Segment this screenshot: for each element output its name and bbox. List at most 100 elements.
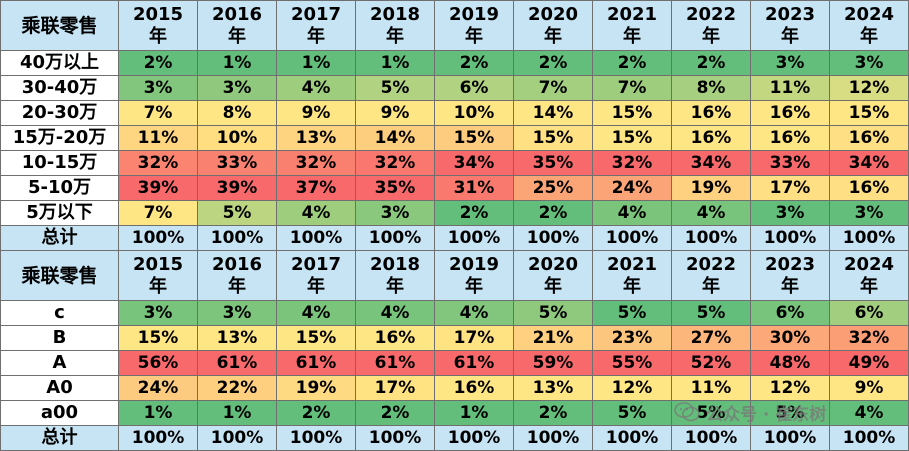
- total-cell: 100%: [276, 425, 356, 451]
- year-suffix: 年: [307, 25, 325, 47]
- row-label: 30-40万: [0, 75, 119, 101]
- year-header: 2021 年: [592, 250, 672, 301]
- share-cell: 3%: [829, 50, 909, 76]
- share-cell: 37%: [276, 175, 356, 201]
- header-row: 乘联零售 2015 年 2016 年 2017 年 2018 年 2019 年 2020 年 2021 年 2…: [0, 250, 909, 301]
- share-cell: 12%: [750, 375, 830, 401]
- total-cell: 100%: [513, 225, 593, 251]
- share-cell: 39%: [118, 175, 198, 201]
- share-cell: 6%: [434, 75, 514, 101]
- share-cell: 2%: [592, 50, 672, 76]
- year-suffix: 年: [544, 25, 562, 47]
- share-cell: 27%: [671, 325, 751, 351]
- share-cell: 2%: [118, 50, 198, 76]
- share-cell: 9%: [355, 100, 435, 126]
- table-row: 30-40万 3% 3% 4% 5% 6% 7% 7% 8% 11% 12%: [0, 75, 909, 101]
- table-row: 10-15万 32% 33% 32% 32% 34% 35% 32% 34% 33% 34%: [0, 150, 909, 176]
- year-number: 2020: [527, 253, 579, 275]
- share-cell: 2%: [513, 50, 593, 76]
- share-cell: 9%: [276, 100, 356, 126]
- share-cell: 48%: [750, 350, 830, 376]
- year-suffix: 年: [623, 275, 641, 297]
- year-number: 2017: [290, 3, 342, 25]
- total-cell: 100%: [197, 225, 277, 251]
- year-header: 2020 年: [513, 0, 593, 51]
- year-number: 2024: [843, 253, 895, 275]
- year-number: 2015: [132, 253, 184, 275]
- share-cell: 16%: [671, 100, 751, 126]
- year-header: 2016 年: [197, 250, 277, 301]
- share-cell: 16%: [434, 375, 514, 401]
- share-cell: 24%: [592, 175, 672, 201]
- share-cell: 16%: [750, 100, 830, 126]
- year-number: 2017: [290, 253, 342, 275]
- year-suffix: 年: [465, 25, 483, 47]
- year-number: 2021: [606, 253, 658, 275]
- total-cell: 100%: [434, 225, 514, 251]
- share-cell: 22%: [197, 375, 277, 401]
- share-cell: 3%: [750, 50, 830, 76]
- year-header: 2017 年: [276, 0, 356, 51]
- share-cell: 31%: [434, 175, 514, 201]
- year-suffix: 年: [702, 275, 720, 297]
- year-number: 2019: [448, 253, 500, 275]
- year-suffix: 年: [465, 275, 483, 297]
- row-label: 5-10万: [0, 175, 119, 201]
- row-label: 总计: [0, 225, 119, 251]
- share-cell: 24%: [118, 375, 198, 401]
- year-suffix: 年: [228, 25, 246, 47]
- share-cell: 10%: [197, 125, 277, 151]
- share-cell: 34%: [671, 150, 751, 176]
- share-cell: 12%: [829, 75, 909, 101]
- row-label: B: [0, 325, 119, 351]
- share-cell: 5%: [513, 300, 593, 326]
- share-cell: 5%: [197, 200, 277, 226]
- year-number: 2019: [448, 3, 500, 25]
- share-cell: 2%: [671, 50, 751, 76]
- year-header: 2019 年: [434, 250, 514, 301]
- share-cell: 52%: [671, 350, 751, 376]
- year-header: 2024 年: [829, 250, 909, 301]
- share-cell: 17%: [750, 175, 830, 201]
- share-cell: 3%: [118, 75, 198, 101]
- year-header: 2016 年: [197, 0, 277, 51]
- share-cell: 3%: [355, 200, 435, 226]
- year-suffix: 年: [781, 275, 799, 297]
- share-cell: 16%: [829, 175, 909, 201]
- table-row: 5-10万 39% 39% 37% 35% 31% 25% 24% 19% 17% 16%: [0, 175, 909, 201]
- row-label: 总计: [0, 425, 119, 451]
- year-header: 2015 年: [118, 0, 198, 51]
- share-cell: 4%: [671, 200, 751, 226]
- year-header: 2015 年: [118, 250, 198, 301]
- share-cell: 10%: [434, 100, 514, 126]
- share-cell: 61%: [197, 350, 277, 376]
- row-label: 5万以下: [0, 200, 119, 226]
- year-suffix: 年: [307, 275, 325, 297]
- share-cell: 6%: [750, 300, 830, 326]
- share-cell: 5%: [671, 300, 751, 326]
- share-cell: 3%: [750, 200, 830, 226]
- year-number: 2022: [685, 253, 737, 275]
- share-cell: 61%: [276, 350, 356, 376]
- year-number: 2023: [764, 253, 816, 275]
- total-row: 总计 100% 100% 100% 100% 100% 100% 100% 100% 100% 10…: [0, 425, 909, 451]
- share-cell: 4%: [276, 300, 356, 326]
- table-title: 乘联零售: [0, 0, 119, 51]
- share-cell: 4%: [829, 400, 909, 426]
- share-cell: 3%: [197, 75, 277, 101]
- share-cell: 14%: [513, 100, 593, 126]
- share-cell: 15%: [276, 325, 356, 351]
- share-cell: 3%: [829, 200, 909, 226]
- share-cell: 4%: [355, 300, 435, 326]
- share-cell: 5%: [355, 75, 435, 101]
- total-cell: 100%: [197, 425, 277, 451]
- year-suffix: 年: [860, 25, 878, 47]
- share-cell: 1%: [197, 400, 277, 426]
- year-header: 2021 年: [592, 0, 672, 51]
- share-cell: 7%: [118, 200, 198, 226]
- row-label: 10-15万: [0, 150, 119, 176]
- share-cell: 15%: [434, 125, 514, 151]
- share-cell: 5%: [750, 400, 830, 426]
- share-cell: 32%: [355, 150, 435, 176]
- total-cell: 100%: [671, 225, 751, 251]
